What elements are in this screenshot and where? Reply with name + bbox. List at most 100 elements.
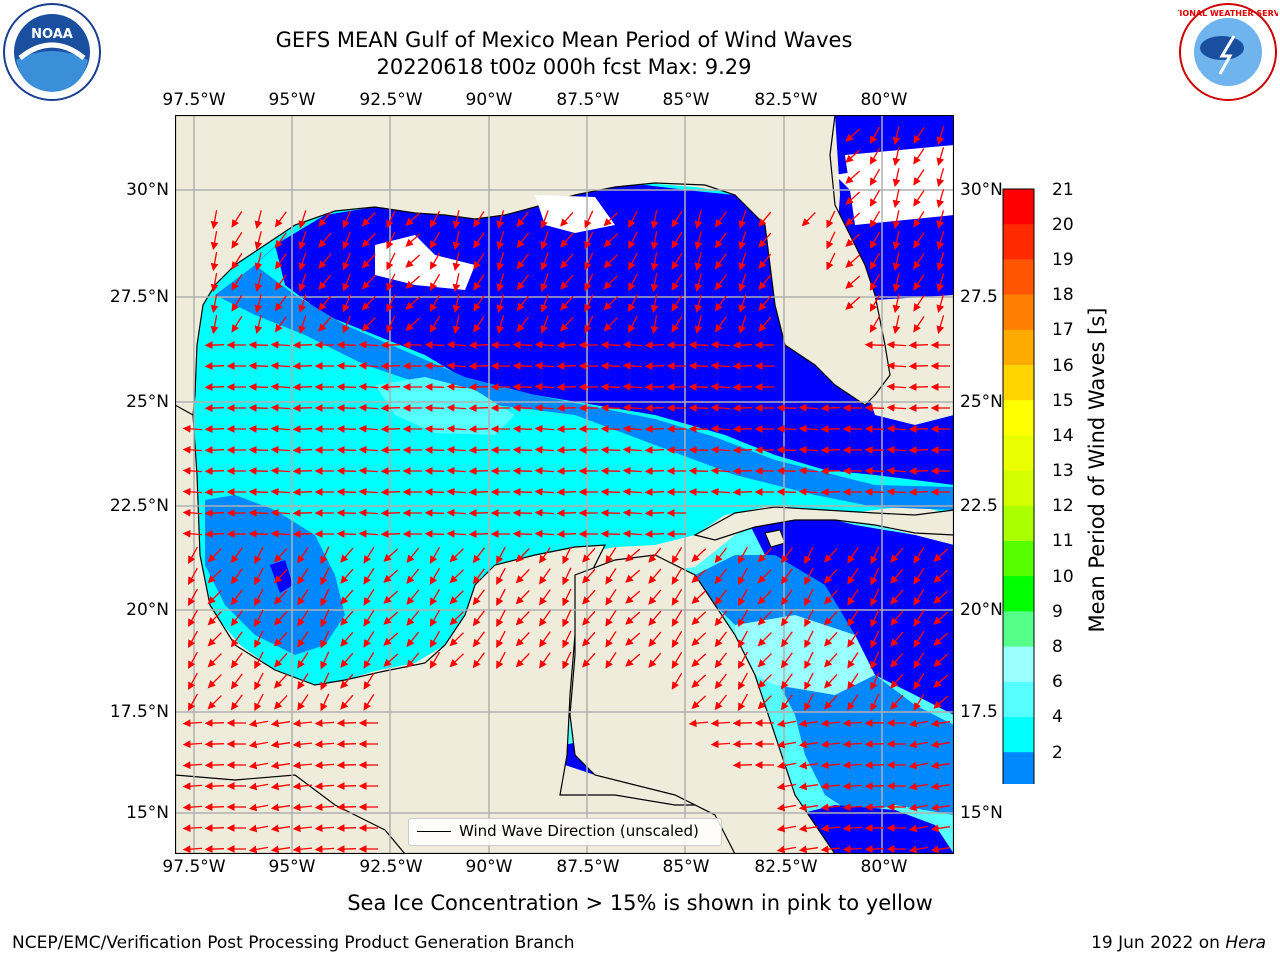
wind-wave-arrow	[496, 546, 506, 565]
wind-wave-arrow	[556, 341, 577, 349]
wind-wave-arrow	[714, 652, 728, 669]
wind-wave-arrow	[776, 425, 797, 433]
wind-wave-arrow	[270, 424, 291, 433]
wind-wave-arrow	[913, 190, 925, 207]
wind-wave-arrow	[776, 467, 797, 475]
wind-wave-arrow	[603, 233, 618, 248]
wind-wave-arrow	[798, 719, 818, 728]
wind-wave-arrow	[648, 589, 662, 605]
wind-wave-arrow	[757, 653, 772, 668]
wind-wave-arrow	[694, 294, 703, 313]
wind-wave-arrow	[562, 609, 572, 628]
wind-wave-arrow	[864, 467, 885, 475]
wind-wave-arrow	[780, 631, 793, 648]
wind-wave-arrow	[424, 467, 445, 475]
wind-wave-arrow	[182, 803, 203, 812]
wind-wave-arrow	[820, 446, 841, 454]
wind-wave-arrow	[671, 295, 683, 312]
wind-wave-arrow	[936, 147, 945, 166]
wind-wave-arrow	[473, 274, 485, 291]
wind-wave-arrow	[204, 425, 225, 433]
wind-wave-arrow	[248, 761, 269, 770]
wind-wave-arrow	[824, 568, 838, 584]
wind-wave-arrow	[207, 569, 222, 584]
wind-wave-arrow	[446, 424, 467, 433]
wind-wave-arrow	[798, 803, 818, 812]
wind-wave-arrow	[776, 761, 797, 770]
wind-wave-arrow	[320, 693, 330, 712]
wind-wave-arrow	[737, 609, 748, 628]
lon-tick-top: 95°W	[268, 90, 316, 110]
wind-wave-arrow	[930, 845, 950, 854]
wind-wave-arrow	[182, 466, 203, 475]
wind-wave-arrow	[820, 824, 841, 833]
wind-wave-arrow	[468, 404, 489, 412]
wind-wave-arrow	[600, 530, 621, 538]
wind-wave-arrow	[671, 651, 683, 669]
wind-wave-arrow	[650, 251, 659, 272]
wind-wave-arrow	[758, 274, 772, 290]
lat-tick-left: 22.5°N	[109, 496, 169, 516]
wind-wave-arrow	[270, 824, 290, 833]
wind-wave-arrow	[534, 445, 555, 454]
wind-wave-arrow	[584, 273, 594, 292]
wind-wave-arrow	[714, 211, 727, 228]
colorbar-frame	[1002, 188, 1035, 784]
wind-wave-arrow	[318, 316, 332, 332]
wind-wave-arrow	[869, 294, 881, 312]
wind-wave-arrow	[714, 610, 728, 627]
wind-wave-arrow	[737, 672, 748, 691]
wind-wave-arrow	[336, 782, 357, 790]
wind-wave-arrow	[204, 341, 225, 349]
wind-wave-arrow	[886, 466, 907, 475]
wind-wave-arrow	[297, 610, 309, 627]
wind-wave-arrow	[204, 803, 225, 811]
wind-wave-arrow	[452, 252, 461, 272]
wind-wave-arrow	[845, 233, 861, 247]
wind-wave-arrow	[248, 509, 269, 517]
wind-wave-arrow	[496, 231, 505, 250]
wind-wave-arrow	[908, 404, 929, 412]
wind-wave-arrow	[622, 529, 643, 538]
wind-wave-arrow	[648, 610, 662, 626]
wind-wave-arrow	[732, 404, 753, 412]
wind-wave-arrow	[318, 211, 332, 227]
wind-wave-arrow	[254, 630, 264, 649]
lon-tick-bottom: 92.5°W	[359, 857, 423, 877]
wind-wave-arrow	[274, 547, 288, 563]
wind-wave-arrow	[363, 589, 375, 606]
wind-wave-arrow	[254, 210, 263, 229]
wind-wave-arrow	[622, 340, 643, 349]
wind-wave-arrow	[824, 589, 838, 605]
land-cuba	[693, 506, 954, 541]
wind-wave-arrow	[644, 530, 665, 538]
wind-wave-arrow	[562, 651, 572, 670]
wind-wave-arrow	[336, 404, 357, 412]
wind-wave-arrow	[732, 488, 753, 496]
wind-wave-arrow	[820, 404, 841, 412]
wind-wave-arrow	[732, 425, 753, 433]
wind-wave-arrow	[204, 404, 225, 412]
wind-wave-arrow	[892, 231, 901, 251]
wind-wave-arrow	[540, 315, 549, 334]
wind-wave-arrow	[908, 383, 929, 391]
wind-wave-arrow	[582, 547, 596, 563]
wind-wave-arrow	[622, 424, 643, 433]
wind-wave-arrow	[297, 547, 309, 564]
wind-wave-arrow	[516, 253, 530, 270]
wind-wave-arrow	[512, 362, 533, 370]
wind-wave-arrow	[845, 149, 861, 163]
wind-wave-arrow	[757, 695, 772, 710]
wind-wave-arrow	[361, 296, 376, 311]
wind-wave-arrow	[336, 530, 357, 538]
wind-wave-arrow	[930, 761, 950, 770]
wind-wave-arrow	[210, 272, 219, 293]
wind-wave-arrow	[210, 293, 219, 314]
colorbar-segment	[1003, 365, 1034, 401]
wind-wave-arrow	[204, 845, 225, 853]
wind-wave-arrow	[869, 126, 881, 144]
wind-wave-arrow	[231, 232, 243, 249]
wind-wave-arrow	[913, 169, 925, 186]
light-cyan-caribbean	[735, 615, 875, 695]
wind-wave-arrow	[358, 487, 379, 496]
